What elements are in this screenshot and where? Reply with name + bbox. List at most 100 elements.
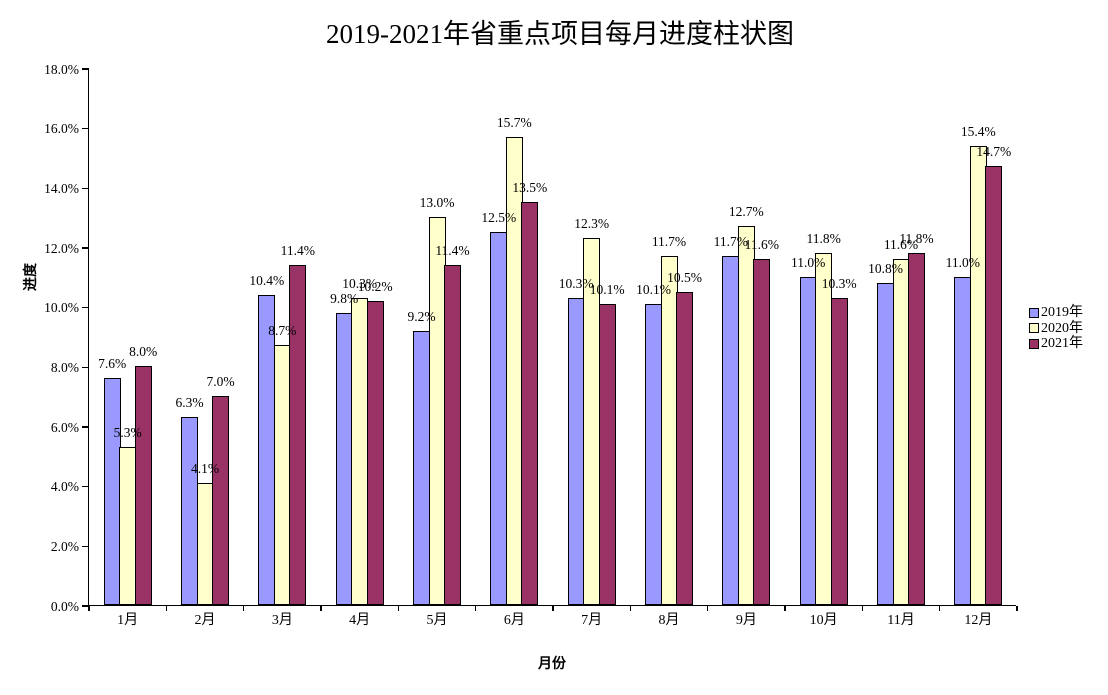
x-axis-tick	[784, 606, 786, 611]
bar-label-2020年-10月: 11.8%	[806, 230, 841, 246]
bar-label-2021年-12月: 14.7%	[976, 144, 1012, 160]
y-axis-tick	[81, 127, 89, 130]
legend-item-2020年: 2020年	[1029, 321, 1083, 337]
y-axis-tick	[81, 247, 89, 249]
x-axis-tick-label: 10月	[809, 613, 838, 628]
bar-2020年-4月	[351, 297, 369, 605]
bar-2020年-6月	[505, 136, 523, 605]
bar-label-2021年-11月: 11.8%	[899, 230, 934, 246]
x-axis-tick	[474, 606, 477, 611]
x-axis-tick-label: 7月	[581, 613, 603, 628]
bar-2020年-8月	[660, 255, 678, 605]
legend-swatch-2020年	[1029, 323, 1039, 334]
x-axis-tick-label: 3月	[271, 613, 293, 628]
x-axis-tick-label: 12月	[964, 613, 993, 628]
bar-2020年-11月	[892, 258, 910, 605]
x-axis-tick	[552, 606, 554, 611]
x-axis-tick-label: 5月	[426, 613, 448, 628]
y-axis-tick-label: 16.0%	[44, 121, 79, 137]
bar-2021年-1月	[134, 366, 152, 605]
bar-label-2020年-6月: 15.7%	[496, 114, 532, 130]
x-axis-tick	[242, 606, 245, 611]
x-axis-tick-label: 4月	[349, 613, 371, 628]
bar-2019年-1月	[103, 378, 121, 605]
bar-2019年-8月	[645, 303, 662, 605]
y-axis-tick-label: 4.0%	[50, 479, 79, 495]
bar-2019年-2月	[181, 417, 198, 605]
y-axis-tick-label: 0.0%	[50, 598, 79, 614]
bar-label-2021年-8月: 10.5%	[667, 269, 702, 285]
y-axis-tick-label: 8.0%	[50, 359, 79, 375]
bar-2020年-12月	[969, 145, 987, 605]
legend-item-2019年: 2019年	[1029, 305, 1083, 321]
bar-label-2021年-6月: 13.5%	[512, 180, 548, 196]
legend-item-2021年: 2021年	[1029, 336, 1083, 352]
bar-2019年-4月	[335, 312, 353, 605]
bar-2019年-9月	[722, 255, 740, 605]
x-axis-tick	[706, 606, 709, 611]
bar-label-2021年-10月: 10.3%	[821, 275, 857, 291]
bar-2021年-6月	[521, 202, 539, 605]
x-axis-tick	[397, 606, 400, 611]
bar-2020年-10月	[815, 252, 833, 605]
bar-label-2019年-9月: 11.7%	[713, 233, 749, 249]
y-axis-tick-label: 10.0%	[44, 300, 79, 316]
bar-2019年-6月	[490, 232, 508, 605]
x-axis-tick	[861, 606, 864, 611]
x-axis-tick-label: 11月	[887, 613, 915, 628]
bar-label-2021年-9月: 11.6%	[744, 236, 780, 252]
bar-2020年-1月	[119, 446, 137, 605]
bar-2021年-10月	[830, 297, 848, 605]
y-axis-tick	[81, 426, 89, 428]
bar-label-2021年-5月: 11.4%	[435, 242, 470, 258]
bar-label-2019年-12月: 11.0%	[945, 254, 981, 270]
bar-2019年-3月	[258, 294, 276, 605]
plot-area: 18.0% 16.0% 14.0% 12.0% 10.0% 8.0% 6.0% 4.0% 2.0…	[44, 62, 1018, 628]
bar-2021年-7月	[598, 303, 616, 605]
bar-2021年-3月	[289, 264, 307, 605]
bar-label-2019年-3月: 10.4%	[249, 272, 285, 288]
y-axis-tick-label: 2.0%	[50, 538, 79, 554]
bar-label-2021年-1月: 8.0%	[129, 344, 158, 360]
y-axis-tick	[81, 366, 89, 369]
y-axis-tick-label: 14.0%	[44, 180, 79, 196]
bar-2020年-2月	[196, 482, 214, 605]
bar-2021年-9月	[753, 258, 771, 605]
y-axis-title: 进度	[22, 263, 38, 291]
x-axis-title: 月份	[538, 655, 566, 671]
y-axis-tick	[81, 605, 89, 607]
bar-2020年-5月	[428, 217, 446, 605]
y-axis-tick-label: 6.0%	[50, 419, 79, 435]
bar-2019年-11月	[877, 282, 894, 605]
bar-label-2020年-8月: 11.7%	[651, 233, 687, 249]
legend-label: 2020年	[1041, 320, 1083, 336]
bar-label-2019年-7月: 10.3%	[558, 275, 594, 291]
legend: 2019年 2020年 2021年	[1029, 305, 1083, 352]
bar-label-2019年-2月: 6.3%	[175, 395, 204, 411]
bar-label-2020年-1月: 5.3%	[113, 424, 142, 440]
bar-label-2019年-10月: 11.0%	[790, 254, 826, 270]
x-axis-tick-label: 2月	[194, 613, 216, 628]
legend-swatch-2021年	[1029, 338, 1039, 349]
x-axis-tick-label: 8月	[658, 613, 680, 628]
y-axis-tick	[81, 187, 89, 190]
bar-2021年-11月	[908, 252, 925, 605]
bar-label-2019年-4月: 9.8%	[330, 290, 359, 306]
bar-label-2019年-11月: 10.8%	[868, 260, 903, 276]
x-axis-tick-label: 6月	[503, 613, 525, 628]
bar-2021年-2月	[212, 396, 229, 605]
x-axis-tick	[938, 606, 941, 611]
bar-2019年-5月	[413, 330, 430, 605]
y-axis-tick-label: 12.0%	[44, 240, 79, 256]
bar-label-2020年-5月: 13.0%	[419, 195, 455, 211]
bar-label-2020年-12月: 15.4%	[960, 123, 996, 139]
legend-swatch-2019年	[1029, 307, 1039, 318]
bar-2020年-9月	[737, 226, 755, 605]
y-axis-tick-label: 18.0%	[44, 61, 79, 77]
bar-label-2021年-7月: 10.1%	[589, 281, 625, 297]
bar-2021年-5月	[444, 264, 461, 605]
bar-label-2019年-6月: 12.5%	[481, 210, 517, 226]
x-axis-tick-label: 1月	[117, 613, 139, 628]
bar-2019年-7月	[567, 297, 585, 605]
